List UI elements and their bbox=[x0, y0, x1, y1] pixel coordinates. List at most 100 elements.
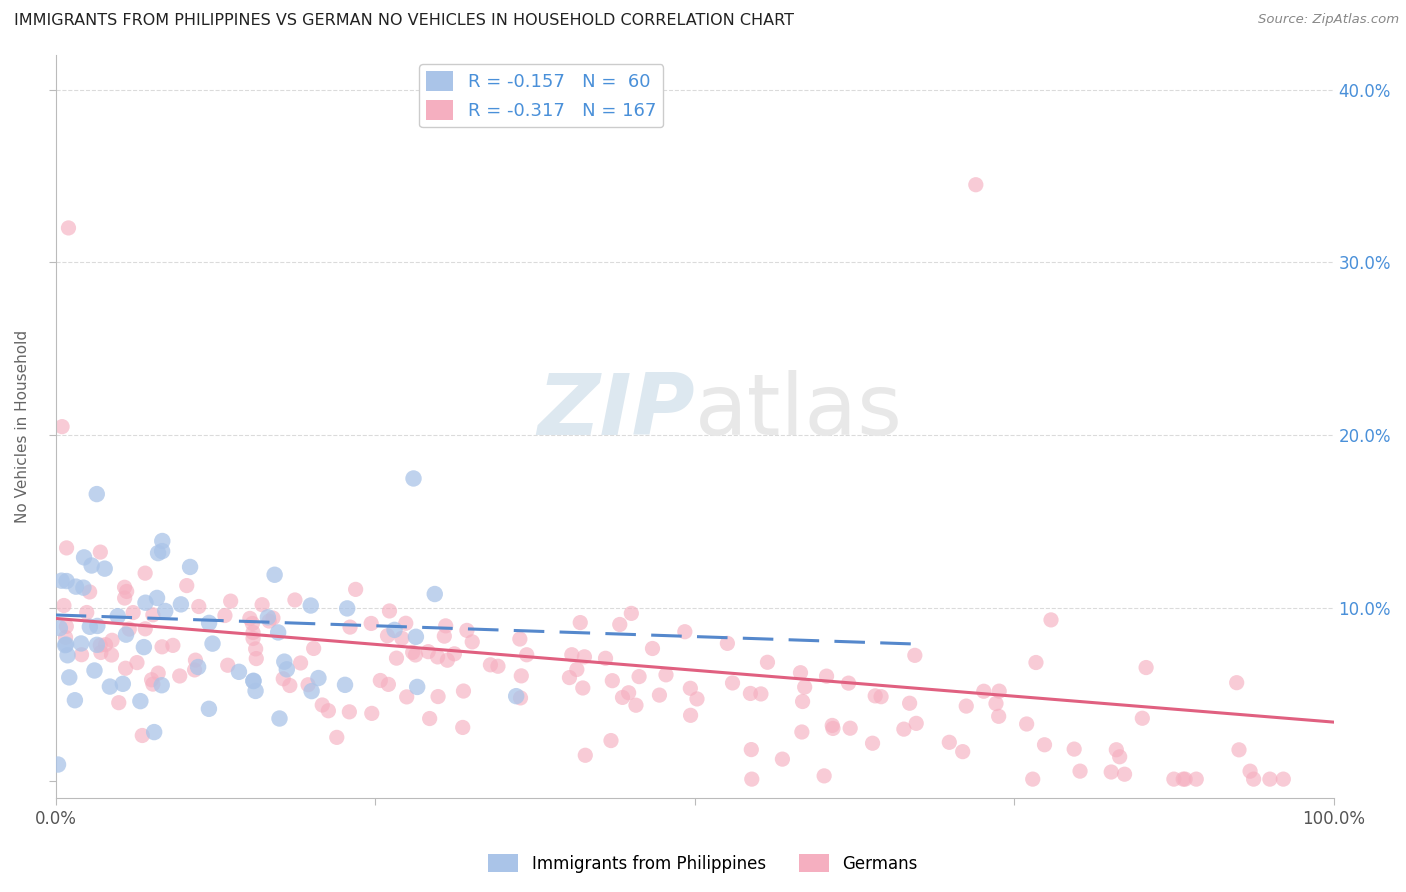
Point bbox=[1040, 613, 1063, 627]
Point bbox=[94, 638, 117, 652]
Point bbox=[1173, 772, 1195, 786]
Point bbox=[1272, 772, 1295, 786]
Point bbox=[1258, 772, 1281, 786]
Point bbox=[169, 669, 191, 683]
Point bbox=[98, 680, 121, 694]
Point bbox=[863, 689, 886, 703]
Point bbox=[402, 471, 425, 485]
Point bbox=[721, 676, 744, 690]
Legend: R = -0.157   N =  60, R = -0.317   N = 167: R = -0.157 N = 60, R = -0.317 N = 167 bbox=[419, 64, 664, 128]
Point bbox=[628, 670, 651, 684]
Point bbox=[385, 651, 408, 665]
Point bbox=[132, 640, 155, 654]
Point bbox=[740, 686, 762, 700]
Point bbox=[898, 696, 921, 710]
Point bbox=[242, 632, 264, 646]
Point bbox=[93, 561, 115, 575]
Point bbox=[118, 622, 141, 636]
Point bbox=[72, 581, 94, 595]
Point bbox=[276, 662, 298, 676]
Point bbox=[142, 677, 165, 691]
Legend: Immigrants from Philippines, Germans: Immigrants from Philippines, Germans bbox=[482, 847, 924, 880]
Point bbox=[198, 615, 221, 630]
Point bbox=[125, 656, 148, 670]
Point bbox=[89, 638, 111, 652]
Point bbox=[426, 649, 449, 664]
Point bbox=[862, 736, 884, 750]
Point bbox=[63, 693, 86, 707]
Point bbox=[150, 640, 173, 654]
Point bbox=[395, 690, 418, 704]
Point bbox=[219, 594, 242, 608]
Point bbox=[55, 619, 77, 633]
Point bbox=[155, 604, 177, 618]
Point bbox=[813, 769, 835, 783]
Point bbox=[595, 651, 617, 665]
Point bbox=[297, 678, 319, 692]
Point bbox=[686, 692, 709, 706]
Point bbox=[434, 619, 457, 633]
Text: IMMIGRANTS FROM PHILIPPINES VS GERMAN NO VEHICLES IN HOUSEHOLD CORRELATION CHART: IMMIGRANTS FROM PHILIPPINES VS GERMAN NO… bbox=[14, 13, 794, 29]
Point bbox=[146, 546, 169, 560]
Point bbox=[770, 752, 793, 766]
Point bbox=[377, 677, 399, 691]
Point bbox=[1022, 772, 1045, 786]
Point bbox=[228, 665, 250, 679]
Point bbox=[905, 716, 928, 731]
Point bbox=[134, 566, 156, 581]
Point bbox=[336, 601, 359, 615]
Point bbox=[290, 656, 312, 670]
Point bbox=[1185, 772, 1208, 786]
Point bbox=[955, 699, 977, 714]
Point bbox=[86, 619, 108, 633]
Point bbox=[170, 598, 193, 612]
Point bbox=[299, 599, 322, 613]
Point bbox=[1033, 738, 1056, 752]
Point bbox=[55, 574, 77, 588]
Point bbox=[574, 649, 596, 664]
Point bbox=[131, 729, 153, 743]
Point bbox=[89, 545, 111, 559]
Point bbox=[569, 615, 592, 630]
Point bbox=[278, 679, 301, 693]
Point bbox=[1025, 656, 1047, 670]
Point bbox=[815, 669, 838, 683]
Point bbox=[984, 697, 1007, 711]
Point bbox=[1130, 711, 1153, 725]
Point bbox=[1239, 764, 1261, 779]
Point bbox=[115, 627, 138, 641]
Point bbox=[1015, 717, 1038, 731]
Point bbox=[655, 668, 678, 682]
Point bbox=[1227, 743, 1250, 757]
Point bbox=[301, 684, 323, 698]
Point bbox=[1174, 772, 1197, 786]
Point bbox=[427, 690, 450, 704]
Point bbox=[214, 608, 236, 623]
Text: Source: ZipAtlas.com: Source: ZipAtlas.com bbox=[1258, 13, 1399, 27]
Point bbox=[673, 624, 696, 639]
Point bbox=[257, 614, 280, 628]
Point bbox=[51, 574, 73, 588]
Point bbox=[114, 661, 136, 675]
Point bbox=[333, 678, 356, 692]
Point bbox=[150, 544, 173, 558]
Point bbox=[111, 677, 134, 691]
Point bbox=[176, 578, 198, 592]
Point bbox=[600, 733, 623, 747]
Point bbox=[516, 648, 538, 662]
Point bbox=[101, 633, 124, 648]
Point bbox=[561, 648, 583, 662]
Point bbox=[821, 722, 844, 736]
Point bbox=[129, 694, 152, 708]
Point bbox=[90, 645, 112, 659]
Point bbox=[122, 606, 145, 620]
Point bbox=[423, 587, 446, 601]
Point bbox=[257, 610, 280, 624]
Point bbox=[749, 687, 772, 701]
Point bbox=[76, 606, 98, 620]
Point bbox=[245, 684, 267, 698]
Point bbox=[250, 598, 273, 612]
Point bbox=[53, 638, 76, 652]
Text: atlas: atlas bbox=[695, 370, 903, 453]
Point bbox=[1114, 767, 1136, 781]
